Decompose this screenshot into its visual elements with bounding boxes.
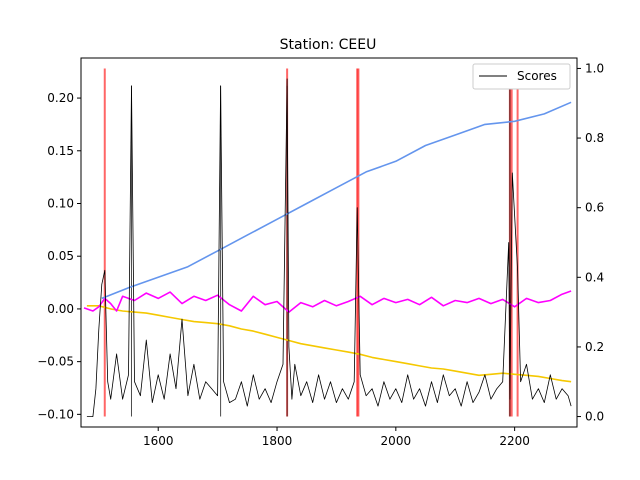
y-left-tick-label-5: 0.15 <box>47 144 74 158</box>
legend: Scores <box>472 63 571 90</box>
series-layer <box>83 78 572 418</box>
y-left-tick-label-6: 0.20 <box>47 91 74 105</box>
series-line-3 <box>86 304 572 383</box>
y-left-tick-label-4: 0.10 <box>47 196 74 210</box>
red-vertical-lines <box>103 68 519 417</box>
y-left-tick-label-3: 0.05 <box>47 249 74 263</box>
y-right-tick-label-4: 0.8 <box>585 131 604 145</box>
y-right-tick-label-3: 0.6 <box>585 201 604 215</box>
y-axis-left: −0.10 −0.05 0.00 0.05 0.10 0.15 0.20 <box>37 91 81 421</box>
y-left-tick-label-0: −0.10 <box>37 407 74 421</box>
y-right-tick-label-1: 0.2 <box>585 340 604 354</box>
x-tick-label-0: 1600 <box>143 434 174 448</box>
y-right-tick-label-5: 1.0 <box>585 61 604 75</box>
y-right-tick-label-0: 0.0 <box>585 410 604 424</box>
x-tick-label-2: 2000 <box>381 434 412 448</box>
series-line-2 <box>83 290 572 313</box>
x-axis: 1600 1800 2000 2200 <box>143 427 530 448</box>
x-tick-label-1: 1800 <box>262 434 293 448</box>
x-tick-label-3: 2200 <box>499 434 530 448</box>
series-line-0 <box>86 78 572 418</box>
y-axis-right: 0.0 0.2 0.4 0.6 0.8 1.0 <box>577 61 604 424</box>
legend-label-scores: Scores <box>517 69 557 83</box>
legend-box <box>472 63 571 90</box>
chart-title: Station: CEEU <box>280 37 377 53</box>
y-right-tick-label-2: 0.4 <box>585 270 604 284</box>
plot-area <box>83 68 572 418</box>
series-line-1 <box>101 101 572 300</box>
y-left-tick-label-1: −0.05 <box>37 355 74 369</box>
y-left-tick-label-2: 0.00 <box>47 302 74 316</box>
axes-frame <box>80 57 578 428</box>
